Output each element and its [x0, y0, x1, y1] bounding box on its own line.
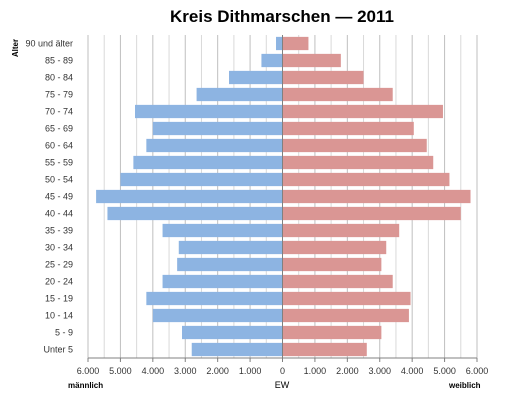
x-tick-label: 0 [280, 366, 285, 376]
x-tick-label: 2.000 [206, 366, 229, 376]
bar-male [133, 155, 283, 170]
bar-female [282, 291, 411, 306]
category-label: 55 - 59 [45, 158, 73, 168]
category-label: 90 und älter [25, 39, 73, 49]
category-label: 25 - 29 [45, 260, 73, 270]
category-label: 60 - 64 [45, 141, 73, 151]
male-label: männlich [68, 381, 103, 390]
x-tick-label: 1.000 [239, 366, 262, 376]
bar-female [282, 104, 443, 119]
bar-male [152, 308, 283, 323]
bar-female [282, 274, 393, 289]
category-label: 10 - 14 [45, 311, 73, 321]
category-label: 35 - 39 [45, 226, 73, 236]
bar-male [120, 172, 283, 187]
bar-male [162, 274, 283, 289]
bar-female [282, 87, 393, 102]
category-label: 30 - 34 [45, 243, 73, 253]
bar-male [152, 121, 283, 136]
category-label: 80 - 84 [45, 73, 73, 83]
bar-male [146, 138, 283, 153]
category-label: 40 - 44 [45, 209, 73, 219]
bar-female [282, 308, 409, 323]
bar-male [146, 291, 283, 306]
category-label: 65 - 69 [45, 124, 73, 134]
bar-female [282, 189, 471, 204]
chart-title: Kreis Dithmarschen — 2011 [170, 7, 394, 26]
bar-female [282, 70, 364, 85]
bar-female [282, 155, 434, 170]
x-axis-label: EW [275, 380, 290, 390]
category-label: 50 - 54 [45, 175, 73, 185]
bar-male [191, 342, 283, 357]
bar-male [229, 70, 283, 85]
category-label: 85 - 89 [45, 56, 73, 66]
bar-male [261, 53, 283, 68]
category-label: 5 - 9 [55, 328, 73, 338]
bar-male [162, 223, 283, 238]
category-labels: 90 und älter 85 - 89 80 - 84 75 - 79 70 - 74… [25, 39, 73, 355]
x-tick-label: 3.000 [368, 366, 391, 376]
x-tick-label: 5.000 [433, 366, 456, 376]
bar-male [276, 36, 283, 51]
bar-male [135, 104, 283, 119]
category-label: Unter 5 [43, 345, 73, 355]
x-tick-label: 4.000 [401, 366, 424, 376]
bar-male [182, 325, 283, 340]
x-tick-label: 4.000 [142, 366, 165, 376]
category-label: 20 - 24 [45, 277, 73, 287]
bar-female [282, 342, 367, 357]
bar-female [282, 206, 461, 221]
bar-female [282, 36, 309, 51]
bars-group [96, 35, 471, 358]
bar-male [178, 240, 283, 255]
x-tick-label: 6.000 [77, 366, 100, 376]
bar-male [196, 87, 283, 102]
x-tick-label: 2.000 [336, 366, 359, 376]
bar-female [282, 325, 382, 340]
category-label: 45 - 49 [45, 192, 73, 202]
bar-female [282, 223, 400, 238]
bar-male [107, 206, 283, 221]
female-label: weiblich [448, 381, 481, 390]
bar-female [282, 53, 341, 68]
x-tick-label: 6.000 [466, 366, 489, 376]
x-tick-label: 3.000 [174, 366, 197, 376]
x-tick-labels: 6.000 5.000 4.000 3.000 2.000 1.000 0 1.000 2.00… [77, 358, 489, 376]
bar-female [282, 240, 387, 255]
bar-male [177, 257, 283, 272]
bar-female [282, 257, 382, 272]
category-label: 70 - 74 [45, 107, 73, 117]
x-tick-label: 5.000 [109, 366, 132, 376]
y-axis-label: Alter [11, 39, 20, 57]
bar-female [282, 172, 450, 187]
x-tick-label: 1.000 [304, 366, 327, 376]
bar-female [282, 121, 414, 136]
bar-female [282, 138, 427, 153]
bar-male [96, 189, 283, 204]
category-label: 75 - 79 [45, 90, 73, 100]
category-label: 15 - 19 [45, 294, 73, 304]
